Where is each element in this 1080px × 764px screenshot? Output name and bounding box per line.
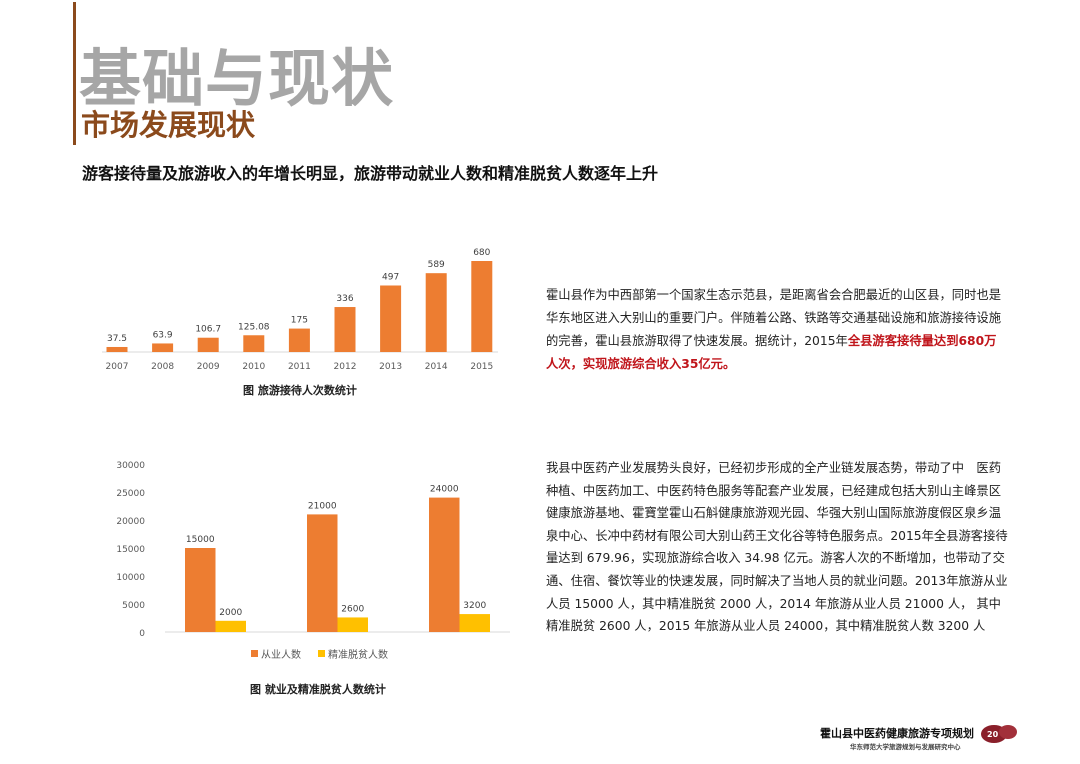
paragraph-highlight: 全县游客接待量达到680万人次，实现旅游综合收入35亿元 [546,334,997,371]
y-tick-label: 15000 [116,545,145,555]
x-tick-label: 2007 [106,362,129,372]
data-label: 336 [336,294,353,304]
chart1-caption: 图 旅游接待人次数统计 [243,384,357,397]
data-label: 2600 [341,604,364,614]
legend-swatch [318,650,325,657]
footer-subtitle: 华东师范大学旅游规划与发展研究中心 [850,743,961,751]
data-label: 497 [382,272,399,282]
paragraph-text: 霍山县作为中西部第一个国家生态示范县，是距离省会合肥最近的山区县，同时也是华东地… [546,288,1001,348]
bar-poverty [215,620,246,632]
bar-2011 [288,328,310,352]
paragraph-end: 。 [722,357,736,371]
page-subtitle: 市场发展现状 [81,108,256,142]
bar-2014 [425,273,447,352]
bar-2007 [106,346,128,352]
data-label: 589 [428,260,445,270]
data-label: 2000 [219,608,242,618]
data-label: 37.5 [107,334,127,344]
x-tick-label: 2010 [242,362,265,372]
data-label: 106.7 [195,325,221,335]
paragraph-medicine: 我县中医药产业发展势头良好，已经初步形成的全产业链发展态势，带动了中 医药种植、… [546,461,1008,634]
svg-text:20: 20 [987,730,999,739]
y-tick-label: 25000 [116,489,145,499]
data-label: 21000 [308,501,337,511]
y-tick-label: 30000 [116,461,145,471]
bar-employment [429,497,460,632]
legend-label: 从业人数 [261,648,301,661]
bar-poverty [459,614,490,632]
data-label: 175 [291,316,308,326]
data-label: 63.9 [153,330,173,340]
paragraph-tourism: 霍山县作为中西部第一个国家生态示范县，是距离省会合肥最近的山区县，同时也是华东地… [546,284,1006,376]
page-title: 基础与现状 [79,42,395,115]
bar-employment [307,514,338,632]
bar-employment [185,548,216,632]
bar-2008 [152,343,174,352]
legend-label: 精准脱贫人数 [328,648,388,661]
bar-2015 [471,261,493,352]
data-label: 3200 [463,601,486,611]
x-tick-label: 2014 [425,362,448,372]
y-tick-label: 10000 [116,573,145,583]
bar-2013 [380,285,402,352]
x-tick-label: 2012 [334,362,357,372]
x-tick-label: 2008 [151,362,174,372]
x-tick-label: 2013 [379,362,402,372]
data-label: 24000 [430,485,459,495]
legend-swatch [251,650,258,657]
x-tick-label: 2011 [288,362,311,372]
x-tick-label: 2009 [197,362,220,372]
footer-title: 霍山县中医药健康旅游专项规划 [820,727,974,740]
bar-2010 [243,335,265,352]
headline: 游客接待量及旅游收入的年增长明显，旅游带动就业人数和精准脱贫人数逐年上升 [82,164,659,183]
bar-2009 [197,337,219,352]
y-tick-label: 20000 [116,517,145,527]
y-tick-label: 5000 [122,601,145,611]
data-label: 125.08 [238,322,270,332]
bar-poverty [337,617,368,632]
data-label: 680 [473,248,490,258]
chart2-caption: 图 就业及精准脱贫人数统计 [250,683,386,696]
data-label: 15000 [186,535,215,545]
x-tick-label: 2015 [470,362,493,372]
lingzhi-logo-icon: 20 [981,725,1017,743]
bar-2012 [334,307,356,352]
accent-bar [73,2,76,145]
y-tick-label: 0 [139,629,145,639]
